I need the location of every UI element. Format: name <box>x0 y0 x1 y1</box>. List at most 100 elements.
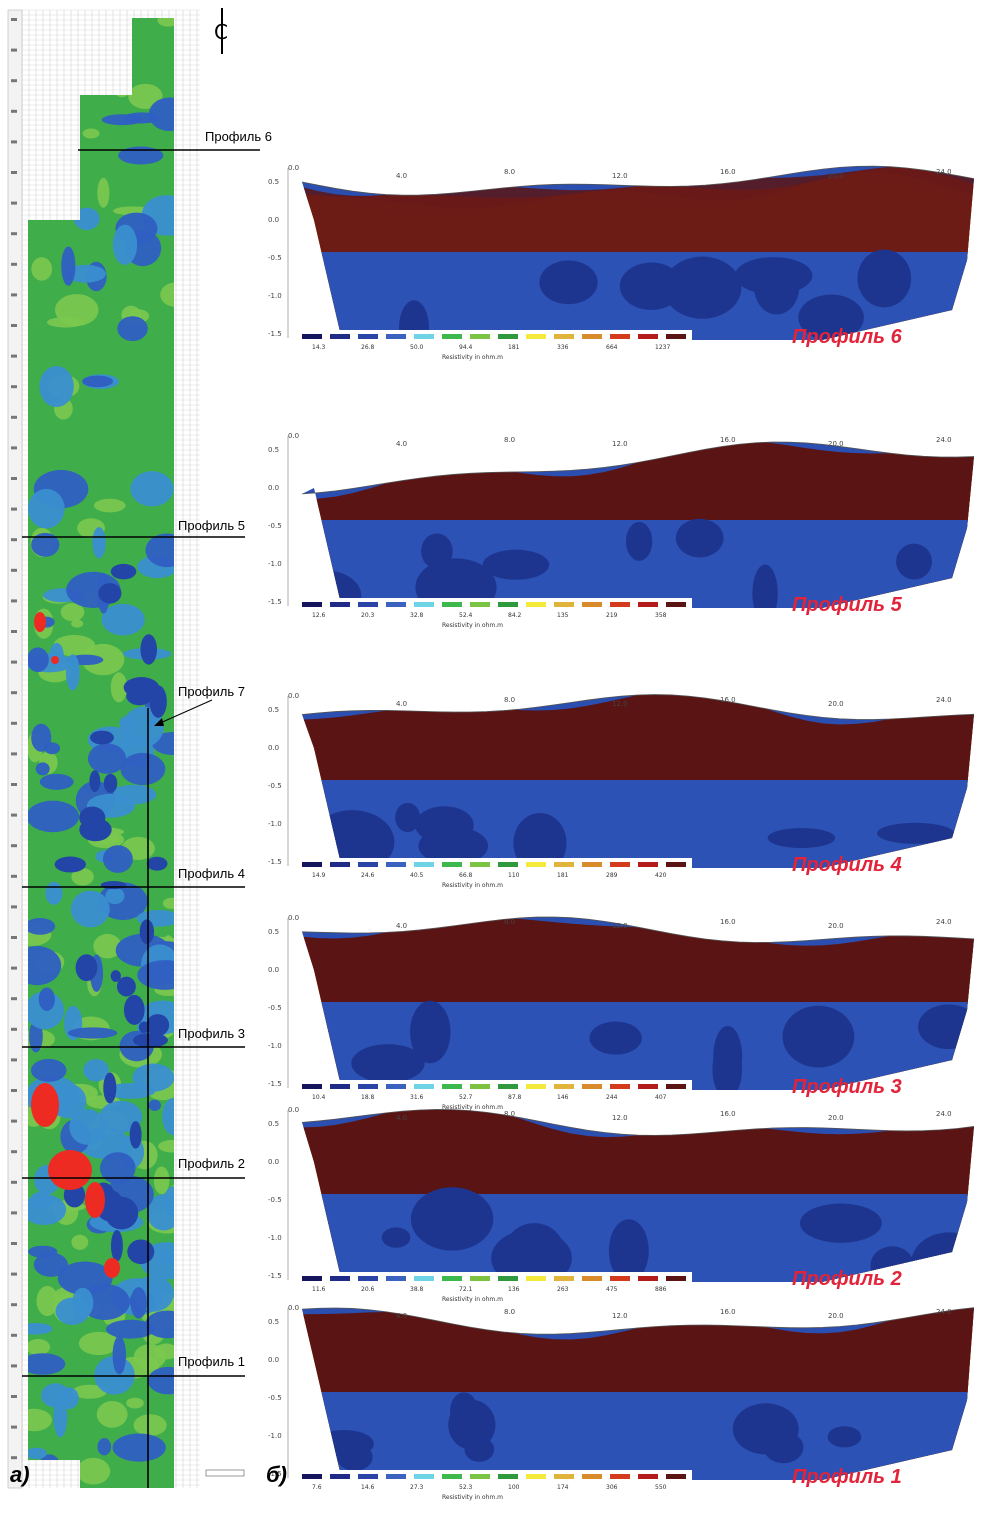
colorbar-swatch <box>386 1084 406 1089</box>
colorbar-tick: 1237 <box>655 344 671 351</box>
colorbar-swatch <box>526 1276 546 1281</box>
colorbar-tick: 886 <box>655 1286 667 1293</box>
x-tick-label: 24.0 <box>936 918 952 926</box>
colorbar-swatch <box>582 862 602 867</box>
colorbar-tick: 135 <box>557 612 569 619</box>
colorbar-tick: 32.8 <box>410 612 424 619</box>
colorbar-tick: 664 <box>606 344 618 351</box>
colorbar-swatch <box>386 862 406 867</box>
colorbar-swatch <box>638 334 658 339</box>
y-tick-label: -1.0 <box>268 560 282 568</box>
panel-letter-b: б) <box>266 1462 287 1487</box>
colorbar-swatch <box>470 862 490 867</box>
colorbar-swatch <box>302 1474 322 1479</box>
colorbar-swatch <box>386 1276 406 1281</box>
colorbar-swatch <box>442 602 462 607</box>
colorbar-swatch <box>414 1084 434 1089</box>
section-title: Профиль 6 <box>792 326 902 348</box>
colorbar-swatch <box>358 1474 378 1479</box>
y-tick-label: -0.5 <box>268 1004 282 1012</box>
x-tick-label: 8.0 <box>504 696 516 704</box>
colorbar-swatch <box>498 1276 518 1281</box>
x-tick-label: 4.0 <box>396 1312 408 1320</box>
panel-letter-a: а) <box>10 1462 30 1487</box>
y-tick-label: -1.0 <box>268 1042 282 1050</box>
colorbar-swatch <box>470 1084 490 1089</box>
colorbar-caption: Resistivity in ohm.m <box>442 1494 504 1501</box>
north-label: С <box>214 20 228 44</box>
x-tick-label: 4.0 <box>396 922 408 930</box>
x-tick-label: 24.0 <box>936 168 952 176</box>
colorbar-tick: 50.0 <box>410 344 424 351</box>
colorbar-swatch <box>330 334 350 339</box>
colorbar-tick: 420 <box>655 872 667 879</box>
x-tick-label: 16.0 <box>720 1308 736 1316</box>
map-label-profile-6: Профиль 6 <box>205 129 272 144</box>
y-tick-label: -1.0 <box>268 820 282 828</box>
section-profile-4: 0.5 0.0 -0.5 -1.0 -1.5 0.0 4.0 8.0 12.0 16.0 20.0 2… <box>262 688 977 903</box>
colorbar-caption: Resistivity in ohm.m <box>442 1104 504 1111</box>
map-profile-lines <box>22 149 260 1488</box>
section-profile-3: 0.5 0.0 -0.5 -1.0 -1.5 0.0 4.0 8.0 12.0 16.0 20.0 2… <box>262 910 977 1125</box>
section-plot <box>287 436 975 634</box>
colorbar-swatch <box>666 1474 686 1479</box>
map-label-profile-3: Профиль 3 <box>178 1026 245 1041</box>
colorbar-tick: 136 <box>508 1286 520 1293</box>
colorbar-swatch <box>330 862 350 867</box>
colorbar-swatch <box>638 1276 658 1281</box>
colorbar-swatch <box>582 334 602 339</box>
colorbar-swatch <box>414 1276 434 1281</box>
x-tick-label: 12.0 <box>612 700 628 708</box>
colorbar-tick: 52.7 <box>459 1094 473 1101</box>
x-tick-label: 12.0 <box>612 440 628 448</box>
section-title: Профиль 4 <box>792 854 902 876</box>
colorbar <box>292 1272 692 1308</box>
colorbar-swatch <box>638 1474 658 1479</box>
y-tick-label: -0.5 <box>268 782 282 790</box>
colorbar-swatch <box>330 1474 350 1479</box>
x-tick-label: 24.0 <box>936 1308 952 1316</box>
colorbar <box>292 330 692 366</box>
colorbar-swatch <box>554 1474 574 1479</box>
colorbar-swatch <box>358 334 378 339</box>
colorbar-tick: 72.1 <box>459 1286 473 1293</box>
colorbar-swatch <box>330 1276 350 1281</box>
colorbar-swatch <box>582 1474 602 1479</box>
x-tick-label: 8.0 <box>504 1110 516 1118</box>
colorbar-swatch <box>302 1084 322 1089</box>
colorbar-swatch <box>442 1084 462 1089</box>
colorbar-caption: Resistivity in ohm.m <box>442 882 504 889</box>
colorbar-swatch <box>554 334 574 339</box>
colorbar-swatch <box>610 862 630 867</box>
colorbar-tick: 181 <box>508 344 520 351</box>
map-label-profile-1: Профиль 1 <box>178 1354 245 1369</box>
section-profile-2: 0.5 0.0 -0.5 -1.0 -1.5 0.0 4.0 8.0 12.0 16.0 20.0 2… <box>262 1102 977 1317</box>
colorbar-tick: 10.4 <box>312 1094 326 1101</box>
colorbar-tick: 174 <box>557 1484 569 1491</box>
x-tick-label: 16.0 <box>720 168 736 176</box>
colorbar-swatch <box>610 1276 630 1281</box>
y-tick-label: -0.5 <box>268 1394 282 1402</box>
colorbar-swatch <box>302 862 322 867</box>
colorbar-swatch <box>470 602 490 607</box>
x-tick-label: 8.0 <box>504 918 516 926</box>
colorbar-tick: 7.6 <box>312 1484 322 1491</box>
map-label-profile-4: Профиль 4 <box>178 866 245 881</box>
y-tick-label: 0.5 <box>268 178 280 186</box>
x-tick-label: 8.0 <box>504 436 516 444</box>
colorbar-swatch <box>498 334 518 339</box>
colorbar-swatch <box>582 1276 602 1281</box>
y-tick-label: 0.5 <box>268 706 280 714</box>
colorbar-swatch <box>302 602 322 607</box>
colorbar-tick: 38.8 <box>410 1286 424 1293</box>
colorbar-swatch <box>666 1084 686 1089</box>
colorbar-swatch <box>554 602 574 607</box>
x-tick-label: 12.0 <box>612 922 628 930</box>
x-tick-label: 12.0 <box>612 1312 628 1320</box>
colorbar-swatch <box>414 862 434 867</box>
colorbar-swatch <box>358 1084 378 1089</box>
colorbar-tick: 336 <box>557 344 569 351</box>
colorbar-tick: 11.6 <box>312 1286 326 1293</box>
north-arrow <box>221 8 223 54</box>
y-tick-label: -1.0 <box>268 1432 282 1440</box>
